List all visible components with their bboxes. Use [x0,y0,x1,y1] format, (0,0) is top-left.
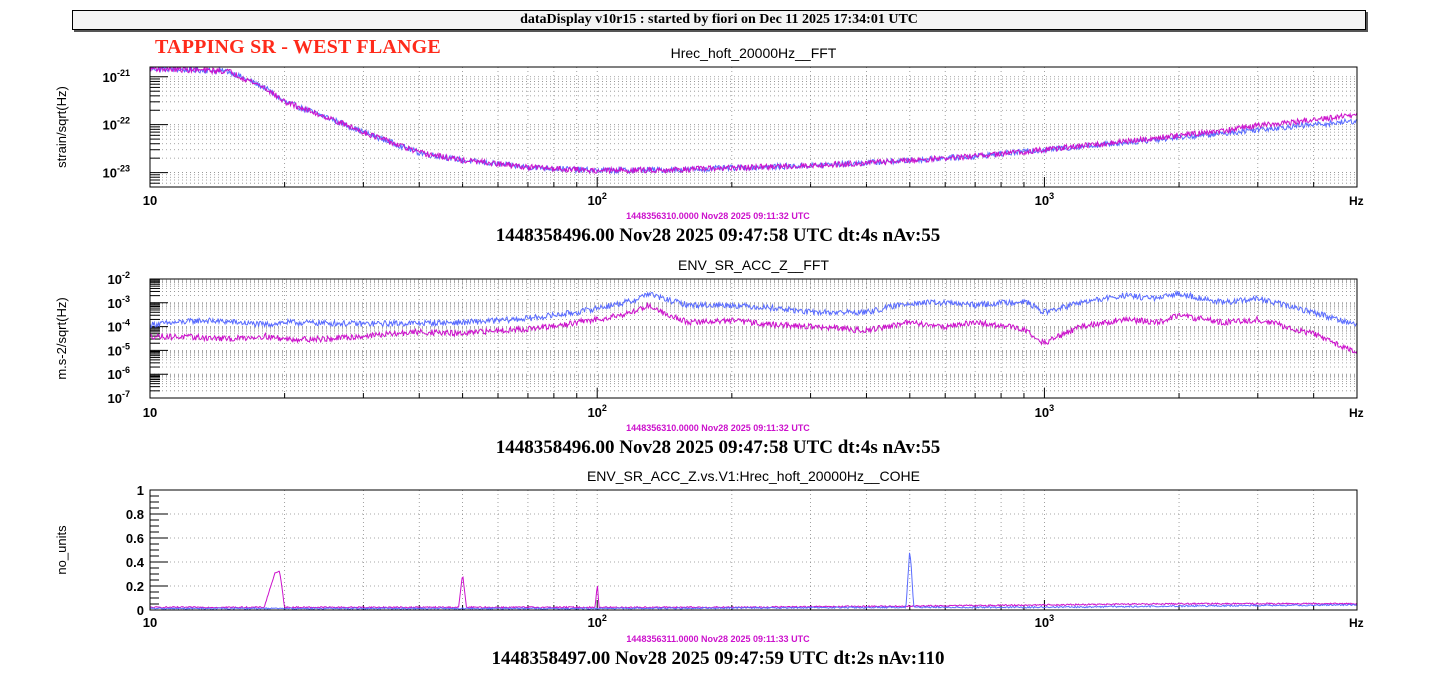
x-tick-label: 10 [143,405,157,420]
x-tick-label: 10 [143,615,157,630]
x-tick-label: 102 [587,191,606,208]
y-tick-label: 10-3 [108,294,130,311]
data-series-1 [150,289,1357,329]
x-tick-label: 102 [587,613,606,630]
data-series-1 [150,570,1357,609]
plot-annotation: TAPPING SR - WEST FLANGE [155,36,441,58]
y-tick-label: 10-21 [103,68,130,85]
plot-frame [149,489,1358,611]
x-tick-label: 103 [1035,613,1054,630]
data-series-2 [150,302,1357,354]
plot-frame [149,278,1358,399]
y-axis-label: no_units [54,525,69,575]
y-tick-label: 10-5 [108,341,130,358]
series-group [150,289,1357,354]
y-tick-label: 10-23 [103,164,130,181]
y-tick-label: 10-2 [108,270,130,287]
window-title-bar: dataDisplay v10r15 : started by fiori on… [72,10,1366,30]
acquisition-timestamp: 1448358496.00 Nov28 2025 09:47:58 UTC dt… [496,437,941,458]
y-tick-label: 10-4 [108,318,130,335]
x-tick-label: 103 [1035,403,1054,420]
x-tick-label: 102 [587,403,606,420]
chart-panel-3: ENV_SR_ACC_Z.vs.V1:Hrec_hoft_20000Hz__CO… [54,468,1364,669]
acquisition-timestamp: 1448358497.00 Nov28 2025 09:47:59 UTC dt… [491,648,944,669]
chart-title: ENV_SR_ACC_Z.vs.V1:Hrec_hoft_20000Hz__CO… [587,468,920,484]
y-tick-label: 10-7 [108,389,130,406]
y-tick-label: 0 [137,603,144,618]
x-axis-unit: Hz [1349,194,1364,208]
chart-panel-1: Hrec_hoft_20000Hz__FFT strain/sqrt(Hz) 10-… [54,45,1364,246]
reference-timestamp: 1448356310.0000 Nov28 2025 09:11:32 UTC [626,211,810,221]
plot-frame [149,66,1358,188]
x-axis-unit: Hz [1349,406,1364,420]
series-group [150,67,1357,175]
chart-title: Hrec_hoft_20000Hz__FFT [671,45,837,61]
y-tick-label: 0.8 [126,507,144,522]
x-axis-unit: Hz [1349,616,1364,630]
acquisition-timestamp: 1448358496.00 Nov28 2025 09:47:58 UTC dt… [496,225,941,246]
y-tick-label: 10-6 [108,365,130,382]
y-tick-label: 0.4 [126,555,145,570]
y-tick-label: 10-22 [103,116,130,133]
reference-timestamp: 1448356310.0000 Nov28 2025 09:11:32 UTC [626,423,810,433]
x-tick-label: 103 [1035,191,1054,208]
y-axis-label: m.s-2/sqrt(Hz) [54,297,69,379]
data-series-2 [150,67,1357,175]
chart-title: ENV_SR_ACC_Z__FFT [678,257,829,273]
series-group [150,552,1357,610]
data-series-2 [150,552,1357,610]
y-tick-label: 1 [137,483,144,498]
data-series-1 [150,67,1357,175]
reference-timestamp: 1448356311.0000 Nov28 2025 09:11:33 UTC [626,634,810,644]
chart-panel-2: ENV_SR_ACC_Z__FFT m.s-2/sqrt(Hz) 10-2 10-3 1… [54,257,1364,458]
window-title: dataDisplay v10r15 : started by fiori on… [520,12,918,27]
y-tick-label: 0.2 [126,579,144,594]
x-tick-label: 10 [143,193,157,208]
y-axis-label: strain/sqrt(Hz) [54,86,69,168]
y-tick-label: 0.6 [126,531,144,546]
